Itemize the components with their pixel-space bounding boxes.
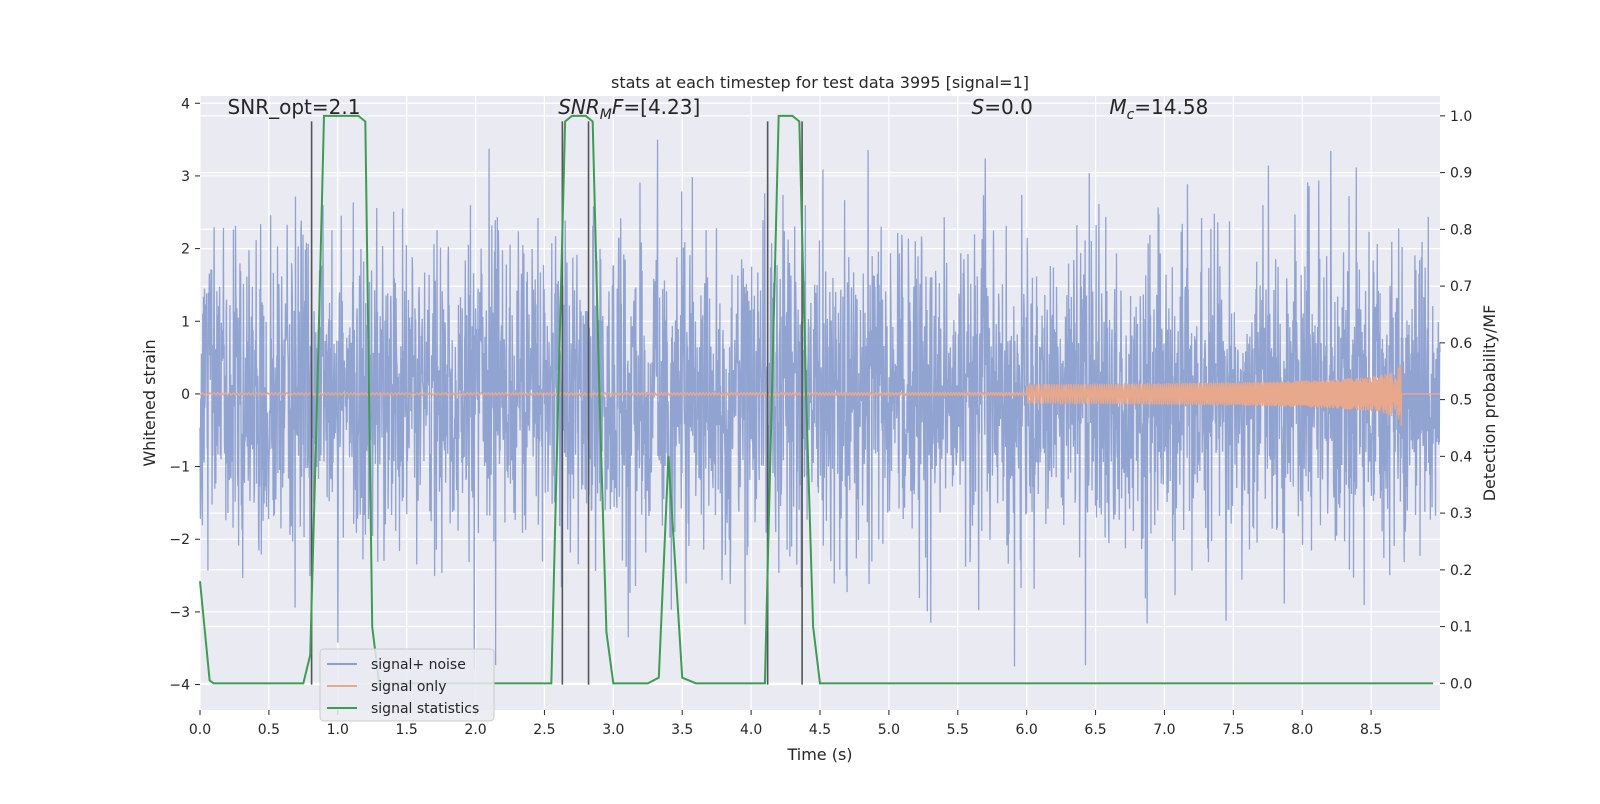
legend: signal+ noise signal only signal statist… [319,648,495,722]
y2-tick-label-0: 1.0 [1450,109,1472,125]
y-tick-label-7: −3 [169,605,190,621]
y2-tick-label-3: 0.7 [1450,279,1472,295]
y-tick-label-4: 0 [181,387,190,403]
y-tick-label-5: −1 [169,460,190,476]
annotation-1-part-1: M [600,107,612,123]
annotations: SNR_opt=2.1 SNRMF=[4.23] S=0.0 Mc=14.58 [228,95,1209,123]
x-tick-label-15: 7.5 [1222,722,1244,738]
x-axis-label: Time (s) [786,745,852,764]
y-tick-label-0: 4 [181,96,190,112]
y2-tick-label-9: 0.1 [1450,620,1472,636]
noise-trace [199,139,1441,670]
x-tick-label-4: 2.0 [464,722,486,738]
x-tick-label-8: 4.0 [740,722,762,738]
legend-label-signal: signal only [371,679,446,695]
annotation-0: SNR_opt=2.1 [228,95,361,119]
y2-ticks: 1.0 0.9 0.8 0.7 0.6 0.5 0.4 0.3 0.2 0.1 0.0 [1440,109,1472,692]
y2-tick-label-6: 0.4 [1450,449,1472,465]
annotation-1-part-2: F [612,95,624,119]
y-tick-label-1: 3 [181,169,190,185]
annotation-3-part-1: c [1127,107,1135,123]
x-tick-label-12: 6.0 [1016,722,1038,738]
y-tick-label-8: −4 [169,678,190,694]
y2-tick-label-1: 0.9 [1450,166,1472,182]
annotation-1-part-0: SNR [558,95,600,119]
x-tick-label-7: 3.5 [671,722,693,738]
y2-tick-label-4: 0.6 [1450,336,1472,352]
legend-box [319,648,495,722]
legend-label-stats: signal statistics [371,701,479,717]
x-tick-label-3: 1.5 [396,722,418,738]
series-signal-statistics [199,114,1434,685]
y-tick-label-3: 1 [181,314,190,330]
x-tick-label-17: 8.5 [1360,722,1382,738]
y-tick-label-2: 2 [181,242,190,258]
y2-axis-label: Detection probability/MF [1480,305,1499,502]
y2-tick-label-8: 0.2 [1450,563,1472,579]
series-signal-only [199,364,1440,427]
x-ticks: 0.0 0.5 1.0 1.5 2.0 2.5 3.0 3.5 4.0 4.5 5.0 5.5 6.0 6… [189,710,1382,738]
x-tick-label-16: 8.0 [1291,722,1313,738]
y2-tick-label-7: 0.3 [1450,506,1472,522]
annotation-2: S=0.0 [972,95,1033,119]
y-tick-label-6: −2 [169,532,190,548]
x-tick-label-10: 5.0 [878,722,900,738]
annotation-1: SNRMF=[4.23] [558,95,700,123]
y2-tick-label-5: 0.5 [1450,393,1472,409]
annotation-3: Mc=14.58 [1109,95,1208,123]
x-tick-label-5: 2.5 [533,722,555,738]
x-tick-label-11: 5.5 [947,722,969,738]
annotation-3-part-2: =14.58 [1134,95,1208,119]
annotation-3-part-0: M [1109,95,1126,119]
signal-only-trace [199,364,1440,427]
series-signal-noise [199,139,1441,670]
annotation-2-part-1: =0.0 [984,95,1033,119]
y2-tick-label-10: 0.0 [1450,676,1472,692]
x-tick-label-14: 7.0 [1153,722,1175,738]
annotation-1-part-3: =[4.23] [623,95,700,119]
x-tick-label-0: 0.0 [189,722,211,738]
annotation-2-part-0: S [972,95,985,119]
y2-tick-label-2: 0.8 [1450,222,1472,238]
x-tick-label-9: 4.5 [809,722,831,738]
y-axis-label: Whitened strain [140,339,159,466]
y-ticks: 4 3 2 1 0 −1 −2 −3 −4 [169,96,200,694]
x-tick-label-13: 6.5 [1084,722,1106,738]
legend-label-noise: signal+ noise [371,657,466,673]
chart-title: stats at each timestep for test data 399… [611,73,1029,92]
x-tick-label-6: 3.0 [602,722,624,738]
x-tick-label-1: 0.5 [258,722,280,738]
x-tick-label-2: 1.0 [327,722,349,738]
signal-statistics-trace [199,114,1434,685]
